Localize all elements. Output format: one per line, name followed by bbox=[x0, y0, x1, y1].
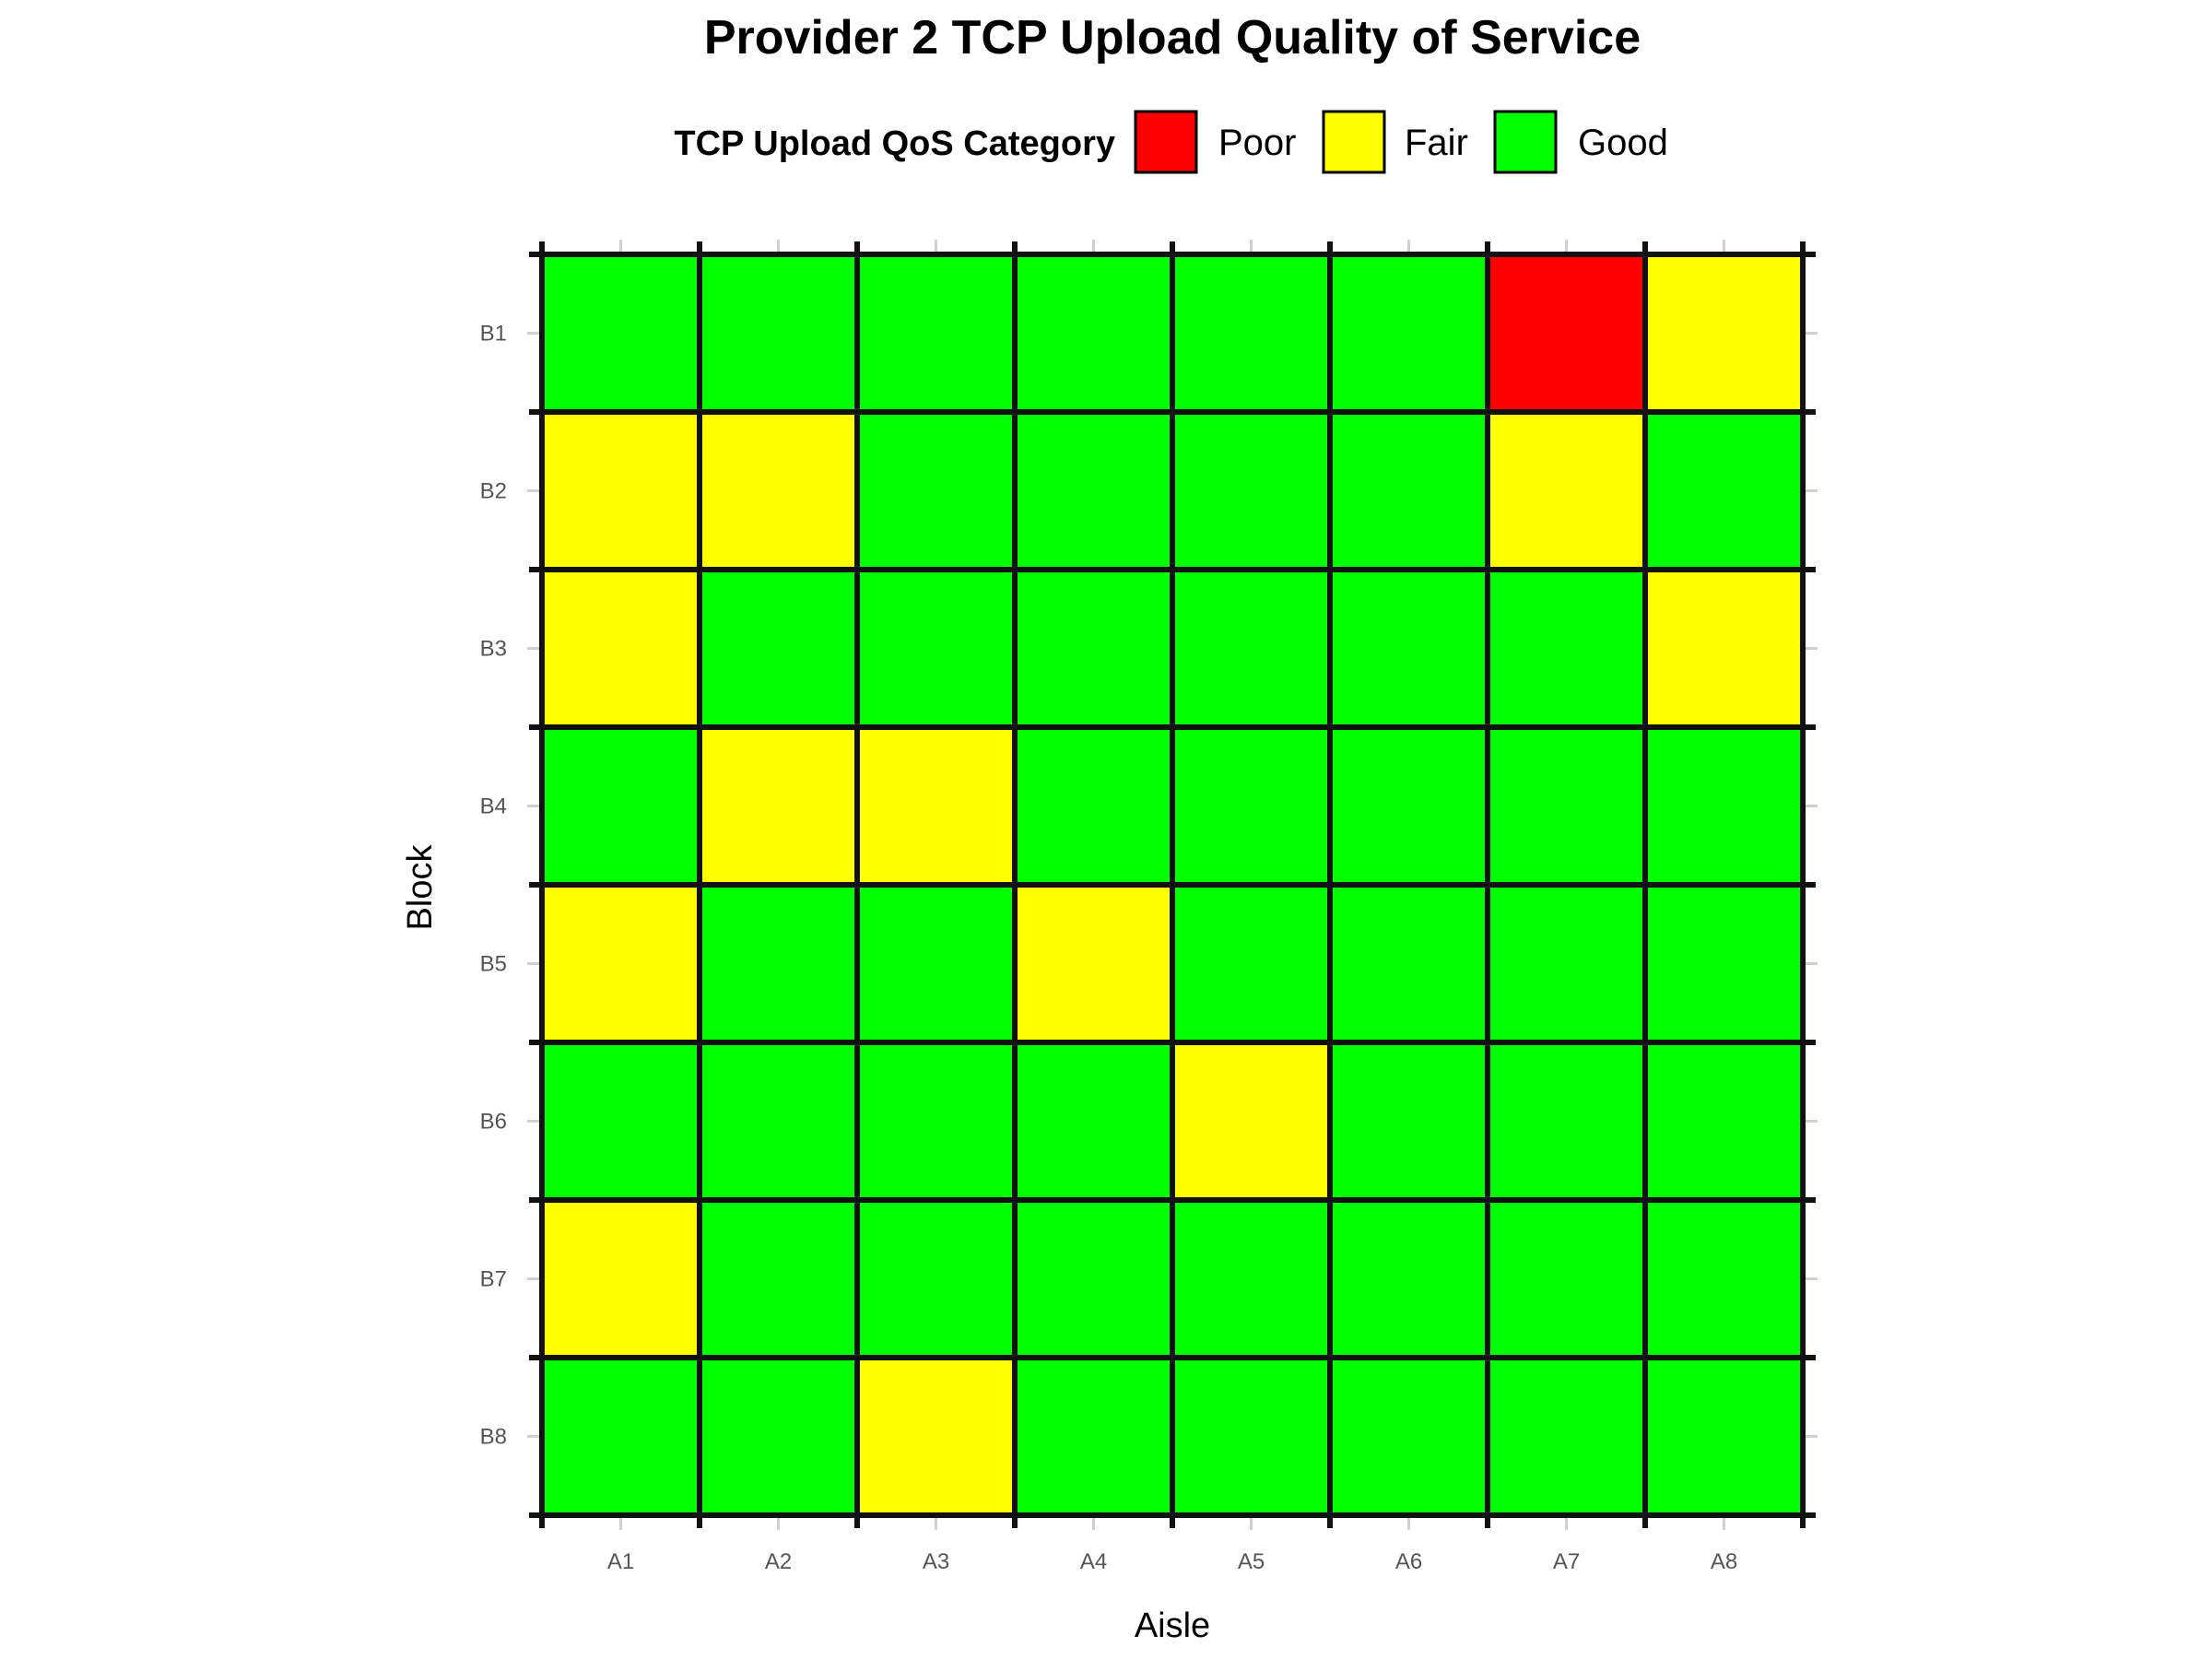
heatmap-cell-B3-A1 bbox=[539, 567, 702, 730]
x-tick-label: A5 bbox=[1238, 1549, 1265, 1574]
heatmap-cell-B5-A3 bbox=[854, 882, 1018, 1045]
heatmap-cell-B7-A3 bbox=[854, 1197, 1018, 1360]
legend-label-fair: Fair bbox=[1405, 123, 1468, 163]
heatmap-cell-B2-A6 bbox=[1327, 409, 1490, 572]
heatmap-cell-B4-A6 bbox=[1327, 724, 1490, 888]
heatmap-cell-B8-A5 bbox=[1170, 1355, 1333, 1518]
heatmap-cell-B1-A2 bbox=[697, 252, 860, 415]
x-axis-title: Aisle bbox=[1135, 1606, 1210, 1645]
heatmap-cell-B6-A4 bbox=[1012, 1040, 1175, 1203]
heatmap-cell-B2-A5 bbox=[1170, 409, 1333, 572]
heatmap-cell-B4-A8 bbox=[1642, 724, 1806, 888]
heatmap-cell-B2-A7 bbox=[1485, 409, 1648, 572]
y-tick-label: B1 bbox=[480, 322, 507, 347]
heatmap-cell-B7-A4 bbox=[1012, 1197, 1175, 1360]
heatmap-cell-B4-A3 bbox=[854, 724, 1018, 888]
heatmap-cell-B6-A2 bbox=[697, 1040, 860, 1203]
legend-title: TCP Upload QoS Category bbox=[674, 124, 1115, 163]
x-tick-label: A7 bbox=[1553, 1549, 1580, 1574]
heatmap-cell-B7-A5 bbox=[1170, 1197, 1333, 1360]
legend-key-poor bbox=[1134, 110, 1198, 174]
heatmap-cell-B8-A1 bbox=[539, 1355, 702, 1518]
heatmap-cell-B5-A5 bbox=[1170, 882, 1333, 1045]
heatmap-cell-B2-A2 bbox=[697, 409, 860, 572]
y-tick-label: B2 bbox=[480, 479, 507, 504]
heatmap-cells bbox=[539, 252, 1806, 1518]
heatmap-cell-B8-A4 bbox=[1012, 1355, 1175, 1518]
heatmap-cell-B7-A1 bbox=[539, 1197, 702, 1360]
heatmap-cell-B6-A3 bbox=[854, 1040, 1018, 1203]
heatmap-cell-B3-A2 bbox=[697, 567, 860, 730]
heatmap-cell-B5-A2 bbox=[697, 882, 860, 1045]
heatmap-cell-B3-A8 bbox=[1642, 567, 1806, 730]
heatmap-cell-B1-A8 bbox=[1642, 252, 1806, 415]
heatmap-cell-B1-A7 bbox=[1485, 252, 1648, 415]
y-tick-label: B4 bbox=[480, 794, 507, 819]
heatmap-cell-B2-A3 bbox=[854, 409, 1018, 572]
heatmap-cell-B3-A7 bbox=[1485, 567, 1648, 730]
x-tick-label: A2 bbox=[765, 1549, 792, 1574]
y-tick-label: B6 bbox=[480, 1110, 507, 1135]
y-axis-ticks: B1 B2 B3 B4 B5 B6 B7 B8 bbox=[480, 252, 1816, 1518]
x-tick-label: A3 bbox=[923, 1549, 949, 1574]
y-tick-label: B5 bbox=[480, 952, 507, 977]
heatmap-cell-B2-A4 bbox=[1012, 409, 1175, 572]
heatmap-cell-B6-A5 bbox=[1170, 1040, 1333, 1203]
heatmap-cell-B6-A1 bbox=[539, 1040, 702, 1203]
heatmap-cell-B1-A6 bbox=[1327, 252, 1490, 415]
legend-key-fair bbox=[1322, 110, 1386, 174]
heatmap-cell-B5-A7 bbox=[1485, 882, 1648, 1045]
legend-label-good: Good bbox=[1578, 123, 1668, 163]
heatmap-cell-B4-A7 bbox=[1485, 724, 1648, 888]
heatmap-cell-B6-A7 bbox=[1485, 1040, 1648, 1203]
heatmap-cell-B3-A5 bbox=[1170, 567, 1333, 730]
heatmap-cell-B3-A4 bbox=[1012, 567, 1175, 730]
heatmap-cell-B8-A6 bbox=[1327, 1355, 1490, 1518]
heatmap-cell-B1-A3 bbox=[854, 252, 1018, 415]
heatmap-cell-B3-A3 bbox=[854, 567, 1018, 730]
heatmap-cell-B1-A5 bbox=[1170, 252, 1333, 415]
heatmap-cell-B7-A8 bbox=[1642, 1197, 1806, 1360]
heatmap-cell-B4-A2 bbox=[697, 724, 860, 888]
chart-title: Provider 2 TCP Upload Quality of Service bbox=[704, 11, 1641, 65]
heatmap-cell-B2-A1 bbox=[539, 409, 702, 572]
heatmap-cell-B5-A1 bbox=[539, 882, 702, 1045]
heatmap-cell-B7-A7 bbox=[1485, 1197, 1648, 1360]
x-tick-label: A1 bbox=[607, 1549, 634, 1574]
y-axis-title: Block bbox=[401, 844, 440, 931]
x-tick-label: A8 bbox=[1711, 1549, 1737, 1574]
x-axis-ticks: A1 A2 A3 A4 A5 A6 A7 A8 bbox=[539, 241, 1806, 1574]
heatmap-cell-B5-A4 bbox=[1012, 882, 1175, 1045]
y-tick-label: B8 bbox=[480, 1425, 507, 1450]
heatmap-cell-B5-A8 bbox=[1642, 882, 1806, 1045]
heatmap-cell-B3-A6 bbox=[1327, 567, 1490, 730]
x-tick-label: A6 bbox=[1395, 1549, 1422, 1574]
heatmap-cell-B8-A8 bbox=[1642, 1355, 1806, 1518]
heatmap-cell-B2-A8 bbox=[1642, 409, 1806, 572]
heatmap-cell-B5-A6 bbox=[1327, 882, 1490, 1045]
y-tick-label: B7 bbox=[480, 1267, 507, 1292]
heatmap-cell-B4-A1 bbox=[539, 724, 702, 888]
legend: TCP Upload QoS Category Poor Fair Good bbox=[674, 110, 1668, 174]
x-tick-label: A4 bbox=[1080, 1549, 1107, 1574]
heatmap-cell-B1-A4 bbox=[1012, 252, 1175, 415]
heatmap-cell-B8-A2 bbox=[697, 1355, 860, 1518]
heatmap-cell-B6-A6 bbox=[1327, 1040, 1490, 1203]
heatmap-cell-B8-A7 bbox=[1485, 1355, 1648, 1518]
heatmap-cell-B6-A8 bbox=[1642, 1040, 1806, 1203]
heatmap-cell-B7-A2 bbox=[697, 1197, 860, 1360]
heatmap-cell-B4-A5 bbox=[1170, 724, 1333, 888]
legend-label-poor: Poor bbox=[1218, 123, 1297, 163]
y-tick-label: B3 bbox=[480, 637, 507, 662]
heatmap-cell-B1-A1 bbox=[539, 252, 702, 415]
heatmap-cell-B4-A4 bbox=[1012, 724, 1175, 888]
heatmap-cell-B7-A6 bbox=[1327, 1197, 1490, 1360]
heatmap-cell-B8-A3 bbox=[854, 1355, 1018, 1518]
legend-key-good bbox=[1493, 110, 1558, 174]
